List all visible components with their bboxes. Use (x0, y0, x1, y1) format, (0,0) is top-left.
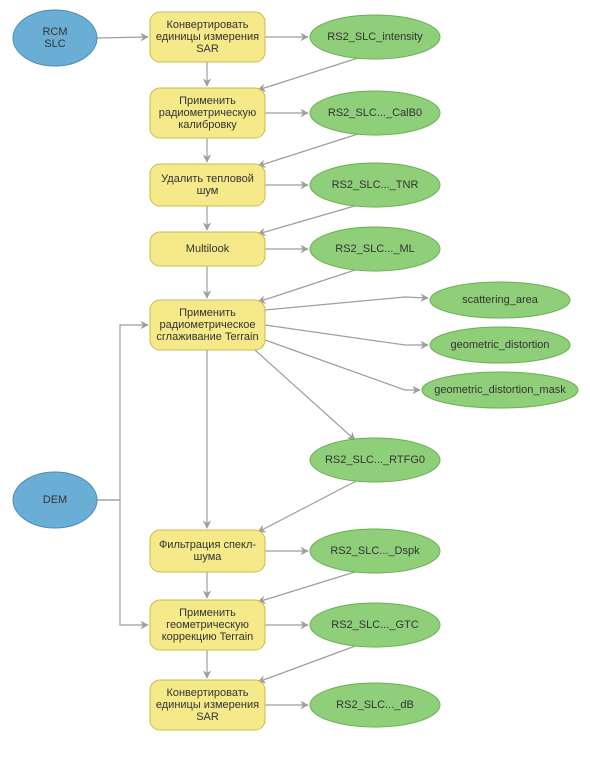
node-o1-label-0: RS2_SLC_intensity (327, 31, 423, 43)
edge-o7-p8 (258, 645, 358, 682)
node-dem: DEM (13, 472, 97, 528)
node-p3: Удалить тепловойшум (150, 164, 265, 206)
edge-rcm_slc-p1 (97, 37, 148, 38)
node-p6: Фильтрация спекл-шума (150, 530, 265, 572)
node-o5c-label-0: geometric_distortion_mask (434, 384, 566, 396)
node-p6-label-0: Фильтрация спекл- (159, 539, 256, 551)
node-o3: RS2_SLC..._TNR (310, 163, 440, 207)
node-o8-label-0: RS2_SLC..._dB (336, 699, 414, 711)
edge-o6-p7 (258, 571, 358, 602)
node-p4-label-0: Multilook (186, 243, 230, 255)
edge-p5-o5a (265, 297, 428, 310)
node-p7: Применитьгеометрическуюкоррекцию Terrain (150, 600, 265, 650)
node-o7-label-0: RS2_SLC..._GTC (331, 619, 418, 631)
edge-p5-o5b (265, 325, 428, 345)
node-o7: RS2_SLC..._GTC (310, 603, 440, 647)
node-rcm_slc: RCMSLC (13, 10, 97, 66)
node-p8: Конвертироватьединицы измеренияSAR (150, 680, 265, 730)
node-rcm_slc-label-0: RCM (42, 26, 67, 38)
edge-p5-o5d (255, 350, 355, 440)
edge-dem-p7 (97, 500, 148, 625)
node-p2-label-1: радиометрическую (159, 107, 257, 119)
node-o2: RS2_SLC..._CalB0 (310, 91, 440, 135)
node-p3-label-1: шум (197, 185, 219, 197)
node-p7-label-0: Применить (179, 607, 236, 619)
node-o5b-label-0: geometric_distortion (450, 339, 549, 351)
flowchart-canvas: RCMSLCDEMКонвертироватьединицы измерения… (0, 0, 590, 773)
node-p8-label-1: единицы измерения (156, 699, 259, 711)
node-o3-label-0: RS2_SLC..._TNR (332, 179, 419, 191)
node-o4-label-0: RS2_SLC..._ML (335, 243, 414, 255)
node-o5d: RS2_SLC..._RTFG0 (310, 438, 440, 482)
node-o5b: geometric_distortion (430, 327, 570, 363)
node-o8: RS2_SLC..._dB (310, 683, 440, 727)
node-p1-label-2: SAR (196, 43, 219, 55)
node-p3-label-0: Удалить тепловой (161, 173, 254, 185)
node-p5: Применитьрадиометрическоесглаживание Ter… (150, 300, 265, 350)
node-p1: Конвертироватьединицы измеренияSAR (150, 12, 265, 62)
node-o5a-label-0: scattering_area (462, 294, 539, 306)
node-p7-label-1: геометрическую (166, 619, 249, 631)
node-p2: Применитьрадиометрическуюкалибровку (150, 88, 265, 138)
edge-dem-p5 (97, 325, 148, 500)
node-p2-label-2: калибровку (178, 119, 237, 131)
node-p8-label-2: SAR (196, 711, 219, 723)
node-p8-label-0: Конвертировать (166, 687, 248, 699)
node-p1-label-1: единицы измерения (156, 31, 259, 43)
node-o5c: geometric_distortion_mask (422, 372, 578, 408)
node-p2-label-0: Применить (179, 95, 236, 107)
edge-o4-p5 (258, 269, 358, 302)
node-p5-label-0: Применить (179, 307, 236, 319)
edge-o2-p3 (258, 134, 358, 166)
node-p7-label-2: коррекцию Terrain (162, 631, 254, 643)
node-o1: RS2_SLC_intensity (310, 15, 440, 59)
node-o5a: scattering_area (430, 282, 570, 318)
node-o5d-label-0: RS2_SLC..._RTFG0 (325, 454, 425, 466)
node-o6-label-0: RS2_SLC..._Dspk (330, 545, 420, 557)
edge-o5d-p6 (258, 480, 358, 532)
node-rcm_slc-label-1: SLC (44, 38, 65, 50)
node-p5-label-2: сглаживание Terrain (156, 331, 258, 343)
node-o4: RS2_SLC..._ML (310, 227, 440, 271)
node-p1-label-0: Конвертировать (166, 19, 248, 31)
node-p5-label-1: радиометрическое (159, 319, 255, 331)
node-o6: RS2_SLC..._Dspk (310, 529, 440, 573)
node-p6-label-1: шума (194, 551, 223, 563)
node-dem-label-0: DEM (43, 494, 67, 506)
node-o2-label-0: RS2_SLC..._CalB0 (328, 107, 422, 119)
edge-o1-p2 (258, 58, 358, 90)
edge-p5-o5c (265, 340, 420, 390)
node-p4: Multilook (150, 232, 265, 266)
